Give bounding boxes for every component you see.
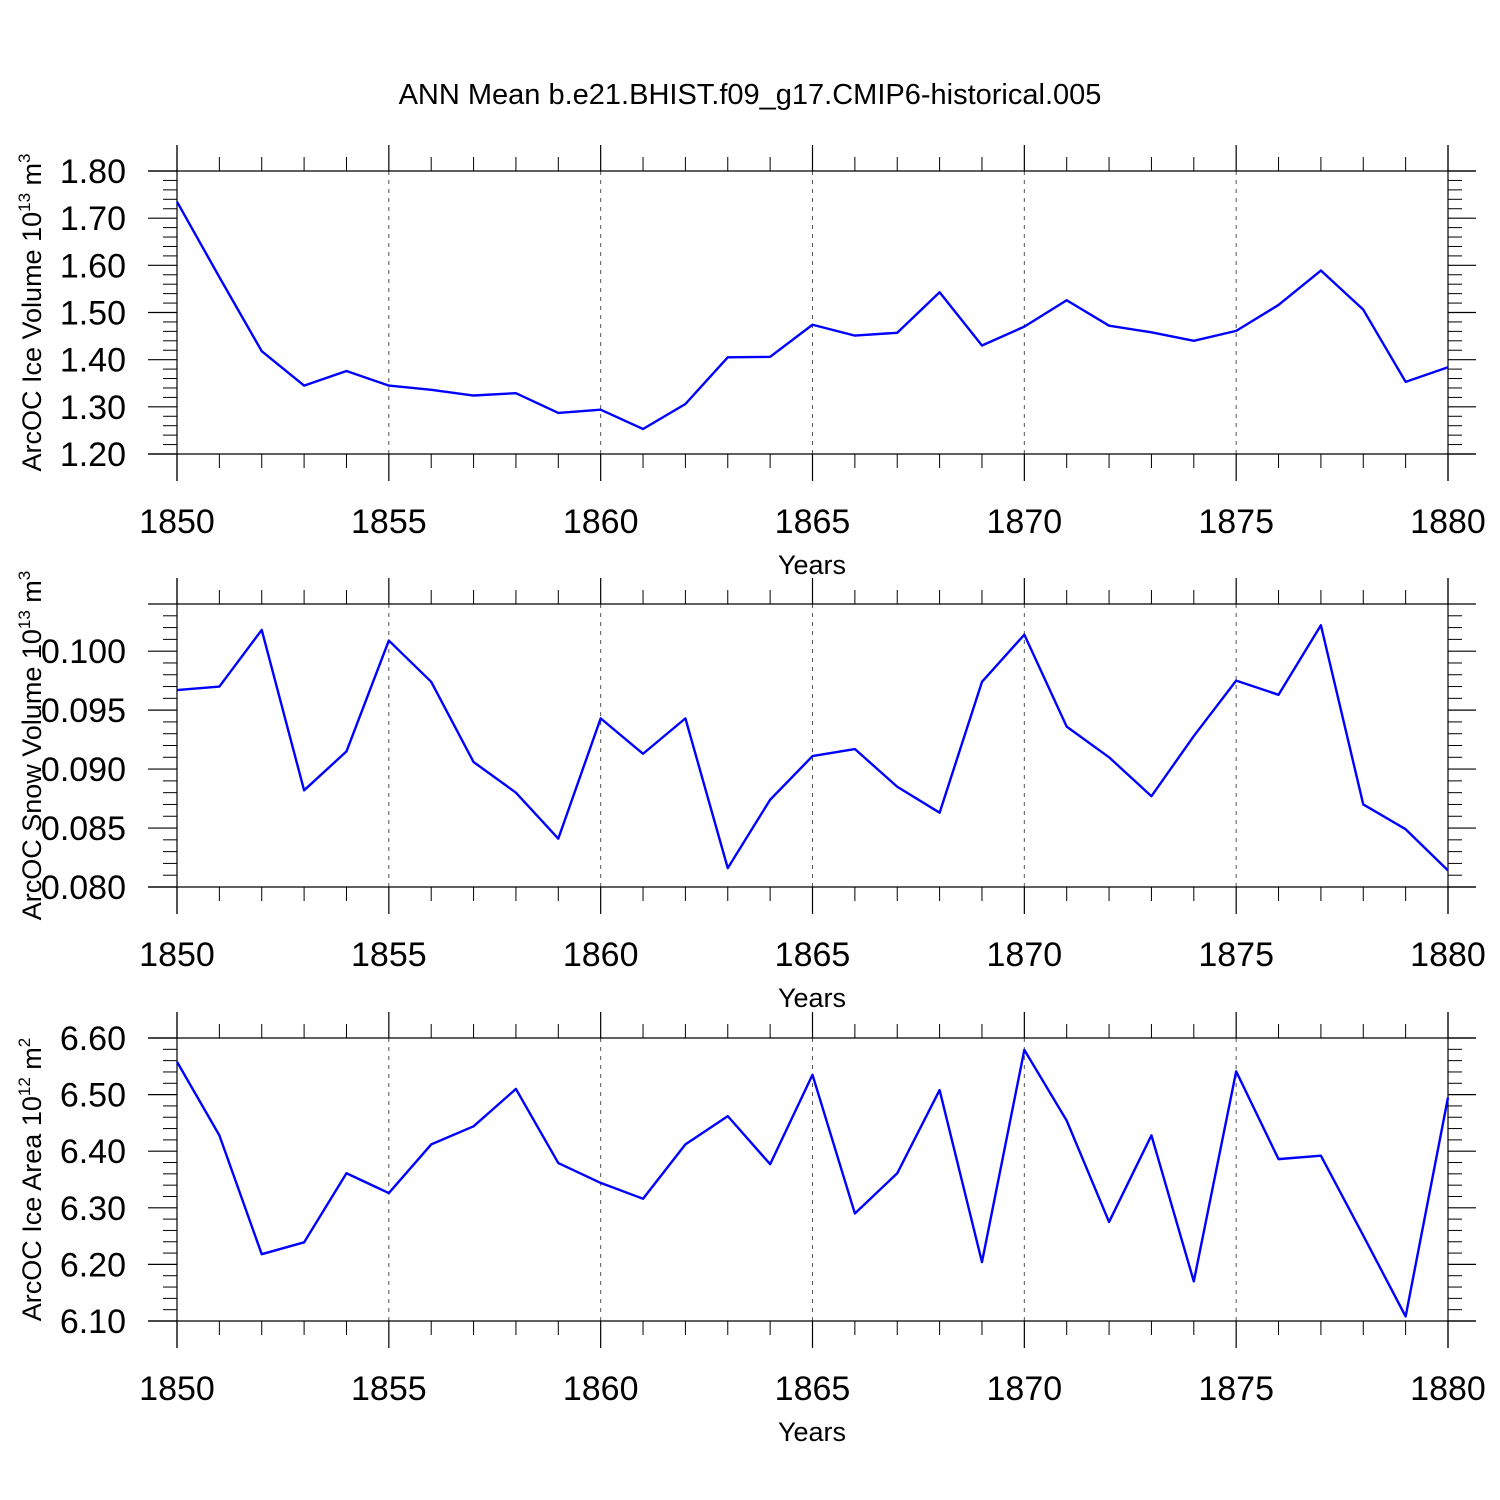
chart-panel-2: 0.080 0.085 0.090 0.095 0.100 1850 1855 1860 186… <box>15 571 1486 1013</box>
chart-panels: 1.20 1.30 1.40 1.50 1.60 1.70 1.80 1850 1855 1860… <box>15 145 1486 1447</box>
y-axis-title: ArcOC Ice Volume 1013 m3 <box>15 153 47 471</box>
series-line-1 <box>175 1048 1450 1318</box>
y-tick-label: 1.80 <box>60 153 126 191</box>
x-tick-label: 1875 <box>1198 936 1274 974</box>
y-tick-label: 1.30 <box>60 389 126 427</box>
chart-title: ANN Mean b.e21.BHIST.f09_g17.CMIP6-histo… <box>399 79 1102 111</box>
x-tick-label: 1850 <box>139 1370 215 1408</box>
y-tick-label: 1.20 <box>60 436 126 474</box>
x-tick-label: 1875 <box>1198 503 1274 541</box>
y-tick-label: 6.50 <box>60 1077 126 1115</box>
x-tick-label: 1870 <box>987 503 1063 541</box>
chart-panel-3: 6.10 6.20 6.30 6.40 6.50 6.60 1850 1855 1860 1865… <box>15 1012 1486 1447</box>
x-tick-label: 1860 <box>563 936 639 974</box>
y-tick-label: 0.090 <box>41 751 126 789</box>
y-tick-label: 6.30 <box>60 1190 126 1228</box>
y-tick-label: 0.080 <box>41 869 126 907</box>
y-tick-label: 6.20 <box>60 1246 126 1284</box>
x-tick-label: 1855 <box>351 1370 427 1408</box>
series-line-1 <box>176 624 1449 872</box>
y-tick-label: 0.085 <box>41 810 126 848</box>
chart-panel-1: 1.20 1.30 1.40 1.50 1.60 1.70 1.80 1850 1855 1860… <box>15 145 1486 580</box>
y-tick-label: 6.40 <box>60 1133 126 1171</box>
y-tick-label: 1.40 <box>60 342 126 380</box>
y-tick-label: 1.70 <box>60 200 126 238</box>
x-tick-label: 1855 <box>351 936 427 974</box>
series-line-1 <box>175 201 1449 431</box>
x-tick-label: 1855 <box>351 503 427 541</box>
y-tick-label: 1.50 <box>60 295 126 333</box>
y-tick-label: 0.095 <box>41 692 126 730</box>
x-tick-label: 1860 <box>563 503 639 541</box>
x-tick-label: 1865 <box>775 503 851 541</box>
x-tick-label: 1880 <box>1410 503 1486 541</box>
x-tick-label: 1850 <box>139 936 215 974</box>
x-tick-label: 1870 <box>987 936 1063 974</box>
y-tick-label: 1.60 <box>60 247 126 285</box>
y-axis-title: ArcOC Snow Volume 1013 m3 <box>15 571 47 921</box>
panel-frame <box>148 1012 1476 1348</box>
x-tick-label: 1870 <box>987 1370 1063 1408</box>
x-tick-label: 1865 <box>775 1370 851 1408</box>
x-tick-label: 1880 <box>1410 936 1486 974</box>
y-tick-label: 6.60 <box>60 1020 126 1058</box>
x-tick-label: 1860 <box>563 1370 639 1408</box>
x-tick-label: 1850 <box>139 503 215 541</box>
x-tick-label: 1880 <box>1410 1370 1486 1408</box>
y-tick-label: 0.100 <box>41 633 126 671</box>
x-tick-label: 1875 <box>1198 1370 1274 1408</box>
x-axis-title: Years <box>778 983 846 1013</box>
panel-frame <box>148 578 1476 914</box>
y-tick-label: 6.10 <box>60 1303 126 1341</box>
panel-frame <box>148 145 1476 481</box>
y-axis-title: ArcOC Ice Area 1012 m2 <box>15 1038 47 1322</box>
x-tick-label: 1865 <box>775 936 851 974</box>
x-axis-title: Years <box>778 1417 846 1447</box>
x-axis-title: Years <box>778 550 846 580</box>
